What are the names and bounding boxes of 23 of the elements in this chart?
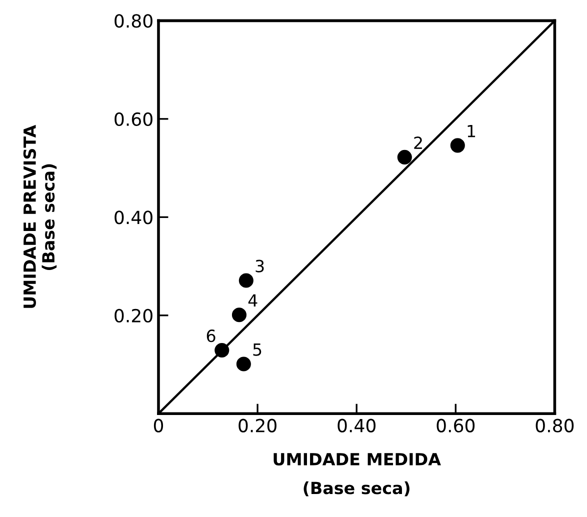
y-tick-label: 0.60 — [114, 112, 152, 126]
y-axis-title: UMIDADE PREVISTA (Base seca) — [23, 124, 57, 308]
annotation: 6 — [206, 330, 216, 342]
y-tick-label: 0.40 — [114, 210, 152, 224]
x-axis-title: UMIDADE MEDIDA (Base seca) — [274, 453, 441, 496]
annotation: 2 — [414, 136, 422, 149]
point — [232, 308, 247, 322]
annotation: 3 — [256, 260, 264, 272]
point — [214, 342, 230, 358]
x-tick-label: 0.60 — [436, 418, 475, 432]
annotation: 5 — [253, 344, 262, 356]
point — [397, 150, 412, 165]
point — [238, 273, 254, 288]
point — [236, 356, 251, 372]
x-tick-label: 0 — [154, 418, 164, 432]
point — [450, 138, 465, 153]
y-tick-label: 0.20 — [114, 308, 152, 322]
x-tick-label: 0.40 — [338, 418, 376, 432]
y-tick-label: 0.80 — [114, 14, 152, 28]
annotation: 1 — [468, 124, 476, 138]
annotation: 4 — [248, 294, 258, 307]
x-tick-label: 0.20 — [238, 418, 276, 432]
x-tick-label: 0.80 — [536, 418, 574, 432]
